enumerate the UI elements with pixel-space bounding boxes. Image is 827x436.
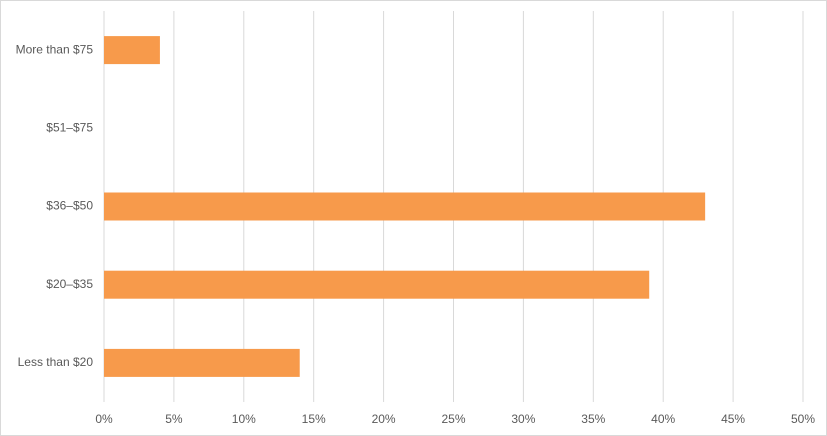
bar — [104, 192, 706, 221]
x-tick-label: 5% — [165, 412, 183, 426]
y-tick-label: Less than $20 — [18, 355, 94, 369]
x-tick-label: 35% — [581, 412, 605, 426]
bar — [104, 348, 300, 377]
x-tick-label: 40% — [651, 412, 675, 426]
y-tick-label: $36–$50 — [46, 199, 93, 213]
x-tick-label: 10% — [232, 412, 256, 426]
bar — [104, 36, 160, 65]
x-tick-label: 20% — [372, 412, 396, 426]
x-tick-label: 0% — [95, 412, 113, 426]
x-tick-label: 45% — [721, 412, 745, 426]
bar — [104, 270, 650, 299]
x-tick-label: 30% — [511, 412, 535, 426]
y-tick-label: $51–$75 — [46, 120, 93, 134]
x-tick-label: 50% — [791, 412, 815, 426]
x-tick-label: 15% — [302, 412, 326, 426]
x-tick-label: 25% — [441, 412, 465, 426]
y-tick-label: $20–$35 — [46, 277, 93, 291]
y-tick-label: More than $75 — [16, 42, 94, 56]
